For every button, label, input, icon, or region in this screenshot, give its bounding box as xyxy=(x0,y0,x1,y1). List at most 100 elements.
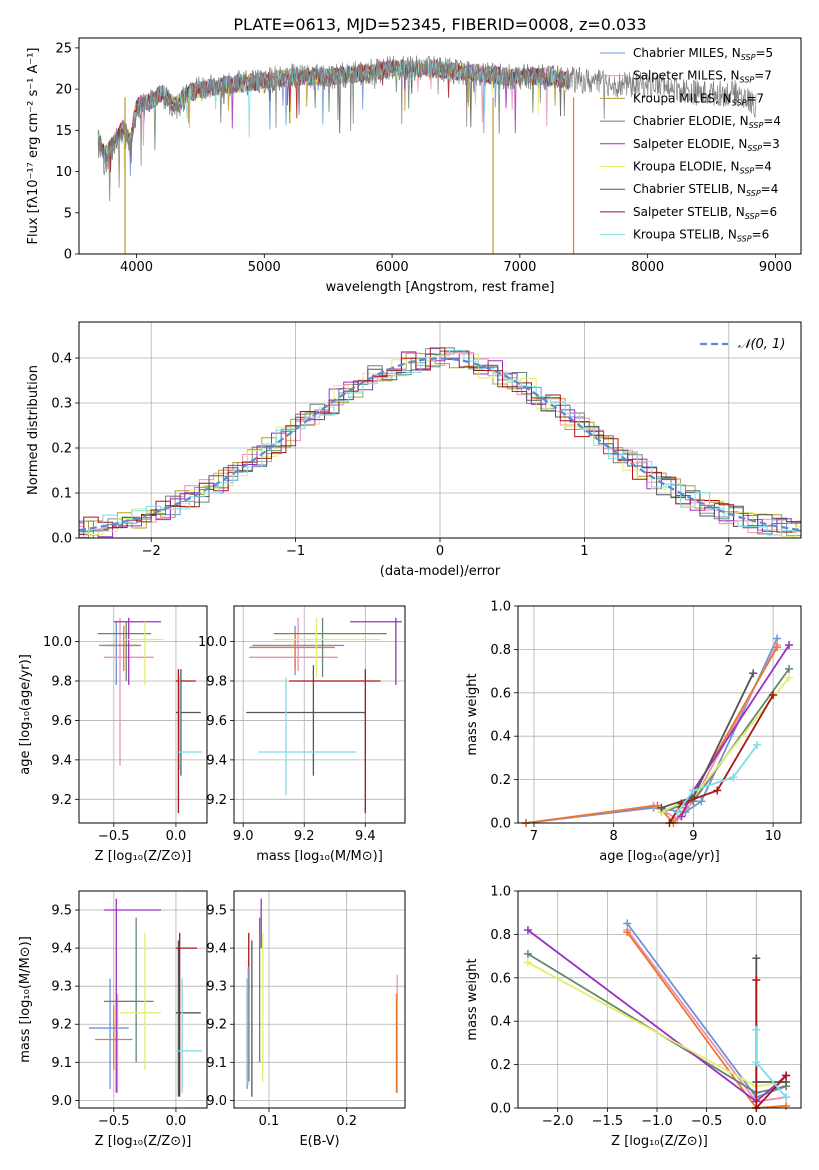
y-tick-label: 0.6 xyxy=(490,971,511,986)
y-tick-label: 9.8 xyxy=(51,674,72,689)
x-tick-label: 0 xyxy=(436,544,444,559)
legend-label-text: Kroupa ELODIE, N xyxy=(633,160,740,174)
legend-label-suffix: =5 xyxy=(755,46,773,60)
legend-label: Kroupa ELODIE, NSSP=4 xyxy=(633,160,772,176)
age-vs-mass-panel: 9.0 9.2 9.4 9.2 9.4 9.6 9.8 10.0 mass [log₁₀(M/M… xyxy=(198,605,406,864)
x-axis-label: Z [log₁₀(Z/Z⊙)] xyxy=(95,849,192,864)
mass-vs-Z-panel: −0.5 0.0 9.0 9.1 9.2 9.3 9.4 9.5 Z [log₁₀(Z/Z⊙)]… xyxy=(18,890,208,1149)
x-axis-label: (data-model)/error xyxy=(380,564,501,579)
y-tick-label: 20 xyxy=(55,83,72,98)
y-tick-label: 5 xyxy=(64,206,72,221)
mass-weight-line xyxy=(525,638,778,824)
legend-label-sub: SSP xyxy=(732,98,747,107)
mass-weight-marker xyxy=(752,975,761,984)
y-tick-label: 9.0 xyxy=(206,1094,227,1109)
age-vs-Z-plot xyxy=(97,617,203,814)
y-tick-label: 9.4 xyxy=(206,942,227,957)
mass-weight-marker xyxy=(753,740,762,749)
mass-weight-line xyxy=(661,677,790,813)
y-tick-label: 9.3 xyxy=(51,980,72,995)
mass-weight-marker xyxy=(785,641,794,650)
legend-label-text: Salpeter ELODIE, N xyxy=(633,137,747,151)
mass-weight-marker xyxy=(773,643,782,652)
legend-label: Kroupa MILES, NSSP=7 xyxy=(633,91,764,107)
y-tick-label: 0.0 xyxy=(490,817,511,832)
y-tick-label: 10 xyxy=(55,165,72,180)
legend-label-sub: SSP xyxy=(746,189,761,198)
x-tick-label: 0.0 xyxy=(166,829,187,844)
mass-weight-marker xyxy=(749,669,758,678)
legend-label-sub: SSP xyxy=(747,144,762,153)
mass-weight-marker xyxy=(677,812,686,821)
axes-frame xyxy=(78,890,208,1109)
y-tick-label: 10.0 xyxy=(43,635,72,650)
mass-weight-marker xyxy=(713,786,722,795)
mass-weight-marker xyxy=(523,958,532,967)
x-tick-label: 9.2 xyxy=(294,829,315,844)
mass-weight-marker xyxy=(523,926,532,935)
y-tick-label: 9.4 xyxy=(51,942,72,957)
y-axis-label: mass weight xyxy=(465,958,480,1040)
x-tick-label: 0.0 xyxy=(166,1114,187,1129)
y-tick-label: 9.0 xyxy=(51,1094,72,1109)
legend-label-suffix: =4 xyxy=(763,114,781,128)
x-tick-label: 0.1 xyxy=(259,1114,280,1129)
axes-frame xyxy=(78,321,802,539)
legend-label-sub: SSP xyxy=(740,76,755,85)
y-tick-label: 9.2 xyxy=(206,793,227,808)
legend-label-text: Kroupa STELIB, N xyxy=(633,228,737,242)
mass-weight-marker xyxy=(729,773,738,782)
x-tick-label: 9 xyxy=(689,829,697,844)
gaussian-curve xyxy=(79,357,801,532)
y-tick-label: 9.4 xyxy=(206,753,227,768)
axes-frame xyxy=(233,890,406,1109)
y-tick-label: 0.4 xyxy=(490,1015,511,1030)
x-axis-label: mass [log₁₀(M/M⊙)] xyxy=(256,849,383,864)
x-tick-label: −0.5 xyxy=(98,1114,130,1129)
axes-frame xyxy=(517,890,802,1109)
spectrum-panel: 4000 5000 6000 7000 8000 9000 0 5 10 15 20 25 wavele… xyxy=(26,37,802,295)
y-tick-label: 9.6 xyxy=(206,714,227,729)
y-tick-label: 9.6 xyxy=(51,714,72,729)
x-axis-label: Z [log₁₀(Z/Z⊙)] xyxy=(95,1134,192,1149)
y-tick-label: 9.2 xyxy=(51,1018,72,1033)
x-tick-label: 2 xyxy=(725,544,733,559)
legend-label: Chabrier MILES, NSSP=5 xyxy=(633,46,773,62)
y-axis-label: Flux [fλ10⁻¹⁷ erg cm⁻² s⁻¹ A⁻¹] xyxy=(26,48,41,245)
mass-weight-marker xyxy=(623,928,632,937)
x-tick-label: 4000 xyxy=(120,260,153,275)
figure-title: PLATE=0613, MJD=52345, FIBERID=0008, z=0… xyxy=(233,15,646,34)
mass-weight-marker xyxy=(782,1093,791,1102)
mass-weight-line xyxy=(525,644,778,824)
y-axis-label: age [log₁₀(age/yr)] xyxy=(18,654,33,775)
age-vs-Z-panel: −0.5 0.0 9.2 9.4 9.6 9.8 10.0 Z [log₁₀(Z/Z⊙)] ag… xyxy=(18,605,208,864)
y-tick-label: 9.2 xyxy=(51,793,72,808)
y-tick-label: 9.5 xyxy=(206,904,227,919)
legend-label-suffix: =7 xyxy=(754,69,772,83)
legend-label: Salpeter MILES, NSSP=7 xyxy=(633,69,772,85)
y-tick-label: 10.0 xyxy=(198,635,227,650)
x-tick-label: 7000 xyxy=(503,260,536,275)
mass-weight-marker xyxy=(657,803,666,812)
x-tick-label: 10 xyxy=(765,829,782,844)
mass-weight-line xyxy=(676,744,758,813)
y-tick-label: 0.8 xyxy=(490,643,511,658)
residuals-plot xyxy=(79,347,801,538)
legend-label: Kroupa STELIB, NSSP=6 xyxy=(633,228,769,244)
y-tick-label: 0.4 xyxy=(490,730,511,745)
y-tick-label: 0.2 xyxy=(490,1058,511,1073)
x-tick-label: −0.5 xyxy=(98,829,130,844)
legend-label-text: Salpeter MILES, N xyxy=(633,69,740,83)
x-tick-label: 0.0 xyxy=(746,1114,767,1129)
x-tick-label: 6000 xyxy=(376,260,409,275)
legend-label-text: Chabrier MILES, N xyxy=(633,46,741,60)
x-tick-label: −2 xyxy=(142,544,161,559)
legend-label: Chabrier STELIB, NSSP=4 xyxy=(633,182,778,198)
mass-vs-Z-plot xyxy=(88,898,203,1097)
legend-label: Chabrier ELODIE, NSSP=4 xyxy=(633,114,781,130)
x-tick-label: 9.4 xyxy=(355,829,376,844)
x-tick-label: 7 xyxy=(530,829,538,844)
y-tick-label: 0.2 xyxy=(490,773,511,788)
y-tick-label: 0.0 xyxy=(51,532,72,547)
